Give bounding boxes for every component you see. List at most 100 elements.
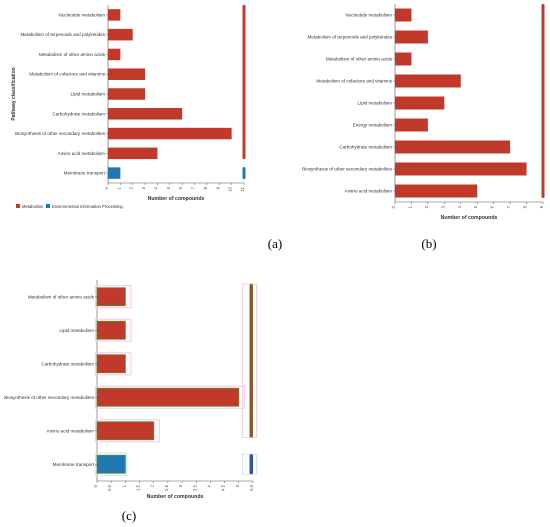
bar (96, 421, 155, 441)
legend-swatch-metabolism (16, 204, 20, 208)
x-tick-label: 5.5 (249, 484, 254, 490)
category-label: Lipid metabolism (358, 101, 393, 106)
bar (108, 68, 146, 80)
x-tick-label: 6 (490, 205, 495, 208)
category-label: Nucleotide metabolism (346, 13, 393, 18)
category-label: Metabolism of other amino acids (326, 57, 393, 62)
bar (96, 387, 240, 407)
category-label: Metabolism of cofactors and vitamins (316, 79, 392, 84)
category-label: Amino acid metabolism (58, 151, 106, 156)
group-highlight-metabolism (242, 283, 257, 438)
category-label: Lipid metabolism (71, 92, 106, 97)
y-axis-label: Pathway classification (11, 67, 17, 120)
x-tick-label: 4 (153, 186, 158, 189)
bar (108, 48, 121, 61)
x-tick-label: 10 (228, 186, 233, 191)
panel-label: (b) (421, 236, 436, 251)
category-label: Carbohydrate metabolism (52, 111, 105, 116)
category-label: Nucleotide metabolism (59, 12, 106, 17)
category-label: Biosynthesis of other secondary metaboli… (302, 167, 393, 172)
category-label: Carbohydrate metabolism (339, 145, 392, 150)
category-label: Amino acid metabolism (47, 428, 95, 433)
x-tick-label: 2 (424, 205, 429, 208)
category-label: Energy metabolism (353, 123, 392, 128)
bar (395, 140, 511, 154)
x-tick-label: 3 (440, 205, 445, 208)
category-label: Metabolism of cofactors and vitamins (29, 72, 105, 77)
bar (395, 162, 527, 176)
bar (108, 167, 121, 179)
x-tick-label: 11 (240, 186, 245, 191)
bar (395, 8, 412, 22)
group-strip-metabolism (242, 5, 246, 160)
group-strip-environmental (249, 454, 253, 475)
bar (108, 147, 158, 160)
category-label: Carbohydrate metabolism (41, 361, 94, 366)
x-tick-label: 9 (215, 186, 220, 189)
x-tick-label: 1 (116, 186, 121, 189)
x-tick-label: 5 (235, 484, 240, 487)
category-label: Amino acid metabolism (345, 189, 393, 194)
bar (108, 127, 232, 140)
category-label: Metabolism of other amino acids (39, 52, 106, 57)
group-strip-metabolism (541, 4, 545, 198)
group-strip-environmental (242, 167, 246, 180)
x-tick-label: 4.5 (221, 484, 226, 490)
bar (395, 96, 445, 110)
bar (108, 88, 146, 100)
x-tick-label: 6 (178, 186, 183, 189)
category-label: Membrane transport (53, 462, 95, 467)
category-label: Membrane transport (64, 171, 106, 176)
x-tick-label: 7 (191, 186, 196, 189)
x-tick-label: 7 (506, 205, 511, 208)
chart-panel-c: Metabolism of other amino acids Lipid met… (4, 280, 257, 523)
panel-label: (a) (268, 236, 282, 251)
chart-panel-b: Nucleotide metabolism Metabolism of terpe… (302, 4, 545, 251)
x-tick-label: 5 (166, 186, 171, 189)
bar (96, 454, 126, 474)
x-tick-label: 1.5 (136, 484, 141, 490)
chart-panel-a: Nucleotide metabolism Metabolism of terpe… (11, 5, 282, 251)
bar (108, 108, 183, 120)
bar (96, 354, 126, 374)
group-highlight-environmental (242, 453, 257, 475)
legend-label-metabolism: Metabolism (22, 204, 44, 209)
group-strip-metabolism (249, 284, 253, 438)
bar (395, 30, 428, 44)
panel-label: (c) (122, 508, 136, 523)
x-tick-label: 3 (178, 484, 183, 487)
bar (395, 184, 478, 198)
x-tick-label: 3.5 (192, 484, 197, 490)
bar (96, 287, 126, 307)
legend-swatch-environmental (46, 204, 50, 208)
x-tick-label: 8 (523, 205, 528, 208)
category-label: Metabolism of terpenoids and polyketides (20, 32, 105, 37)
x-axis-label: Number of compounds (148, 196, 205, 202)
x-tick-label: 0 (391, 205, 396, 208)
bar (395, 118, 428, 132)
x-tick-label: 3 (141, 186, 146, 189)
x-tick-label: 0 (104, 186, 109, 189)
x-axis-label: Number of compounds (441, 215, 498, 221)
x-tick-label: 8 (203, 186, 208, 189)
x-tick-label: 2 (129, 186, 134, 189)
bar (96, 320, 126, 340)
category-label: Biosynthesis of other secondary metaboli… (4, 395, 95, 400)
x-tick-label: 4 (457, 205, 462, 208)
x-tick-label: 0.5 (107, 484, 112, 490)
x-tick-label: 5 (473, 205, 478, 208)
x-tick-label: 1 (407, 205, 412, 208)
category-label: Metabolism of other amino acids (28, 294, 95, 299)
bar (108, 9, 121, 21)
category-label: Metabolism of terpenoids and polyketides (307, 35, 392, 40)
x-tick-label: 2 (150, 484, 155, 487)
x-tick-label: 0 (93, 484, 98, 487)
category-label: Lipid metabolism (60, 328, 95, 333)
category-label: Biosynthesis of other secondary metaboli… (15, 131, 106, 136)
legend-label-environmental: Environmental Information Processing (52, 204, 123, 209)
x-tick-label: 2.5 (164, 484, 169, 490)
x-tick-label: 9 (539, 205, 544, 208)
bar (395, 74, 461, 88)
bar (395, 52, 412, 66)
x-tick-label: 4 (206, 484, 211, 487)
